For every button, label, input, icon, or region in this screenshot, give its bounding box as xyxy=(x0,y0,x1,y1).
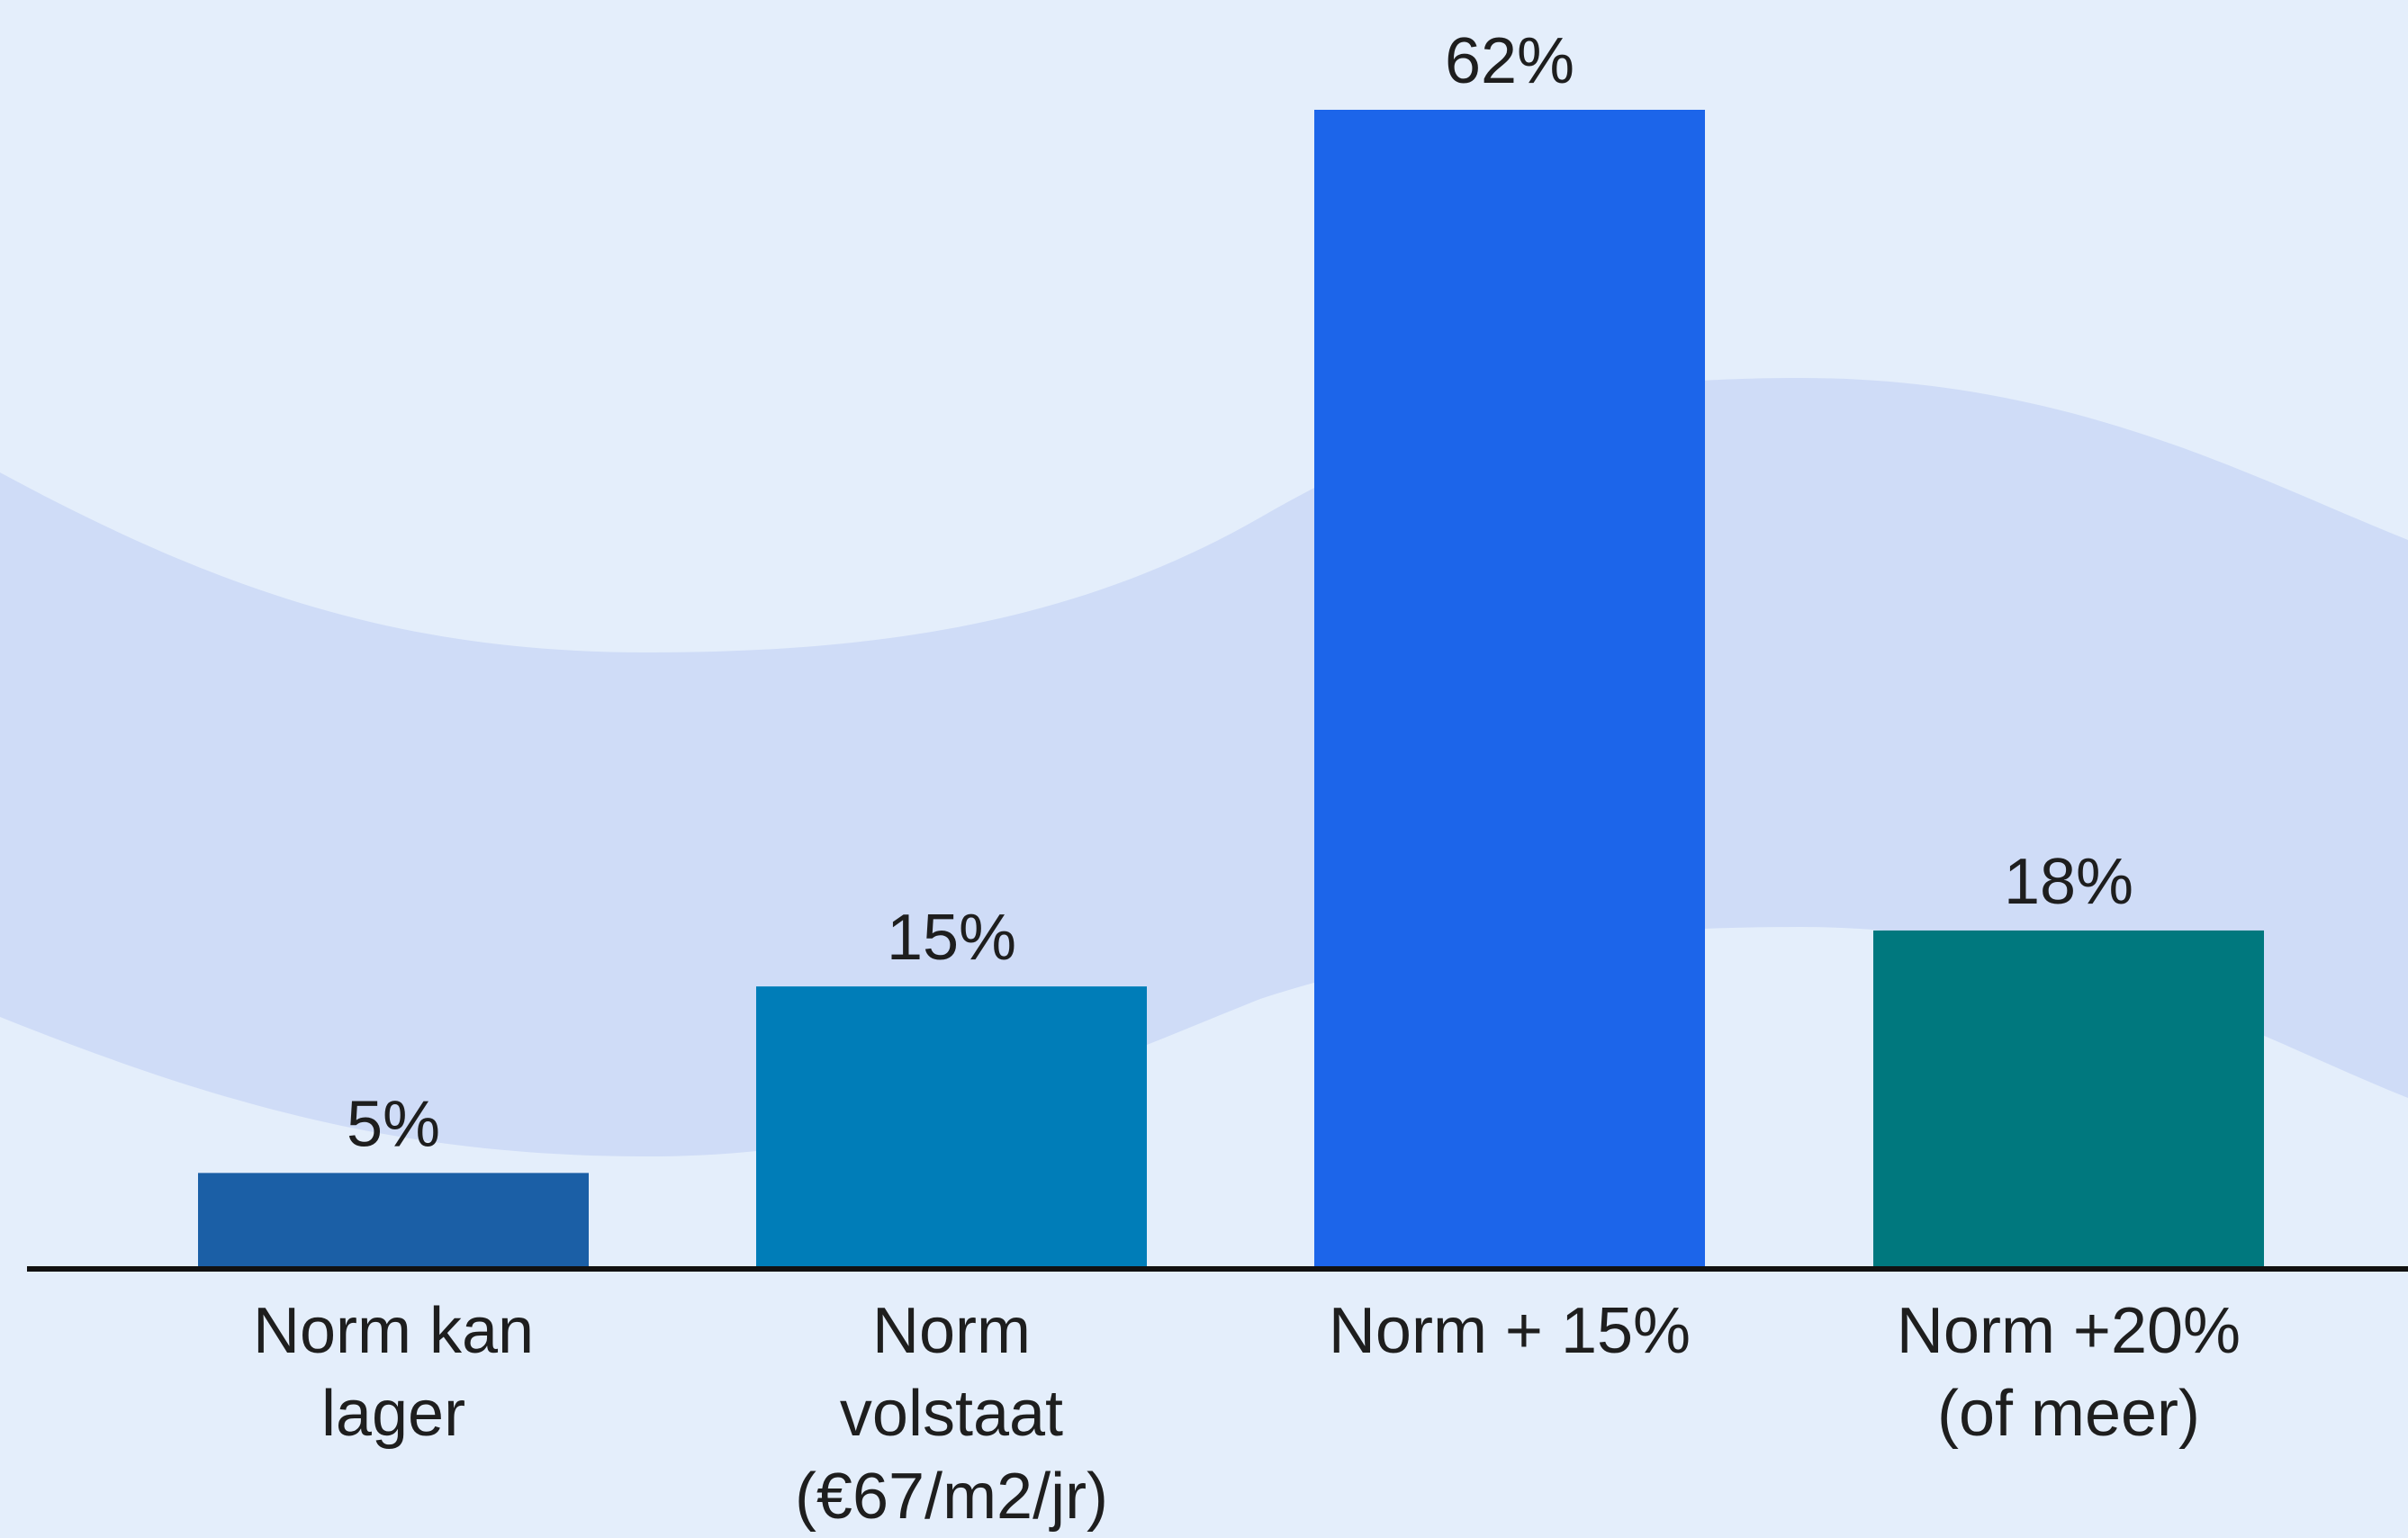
category-label-2-line-3: (€67/m2/jr) xyxy=(795,1461,1108,1533)
category-label-3-line-1: Norm + 15% xyxy=(1329,1295,1691,1367)
category-label-4-line-1: Norm +20% xyxy=(1897,1295,2241,1367)
bar-1 xyxy=(198,1173,589,1266)
value-label-2: 15% xyxy=(887,902,1016,974)
category-label-4-line-2: (of meer) xyxy=(1937,1378,2200,1450)
value-label-3: 62% xyxy=(1445,25,1574,97)
category-label-4: Norm +20% (of meer) xyxy=(1897,1295,2241,1450)
category-label-2-line-2: volstaat xyxy=(840,1378,1063,1450)
value-label-4: 18% xyxy=(2004,846,2133,918)
category-label-1-line-1: Norm kan xyxy=(253,1295,534,1367)
category-label-2: Norm volstaat (€67/m2/jr) xyxy=(795,1295,1108,1533)
bar-4 xyxy=(1873,930,2264,1266)
background-wave xyxy=(0,378,2408,1156)
category-label-1: Norm kan lager xyxy=(253,1295,534,1450)
bars-layer xyxy=(198,110,2264,1266)
value-labels-layer: 5% 15% 62% 18% xyxy=(347,25,2133,1160)
category-label-1-line-2: lager xyxy=(321,1378,465,1450)
value-label-1: 5% xyxy=(347,1088,440,1160)
category-label-2-line-1: Norm xyxy=(872,1295,1031,1367)
category-label-3: Norm + 15% xyxy=(1329,1295,1691,1367)
bar-3 xyxy=(1314,110,1705,1266)
bar-2 xyxy=(756,986,1147,1266)
category-labels-layer: Norm kanlagerNormvolstaat(€67/m2/jr)Norm… xyxy=(253,1295,2241,1533)
